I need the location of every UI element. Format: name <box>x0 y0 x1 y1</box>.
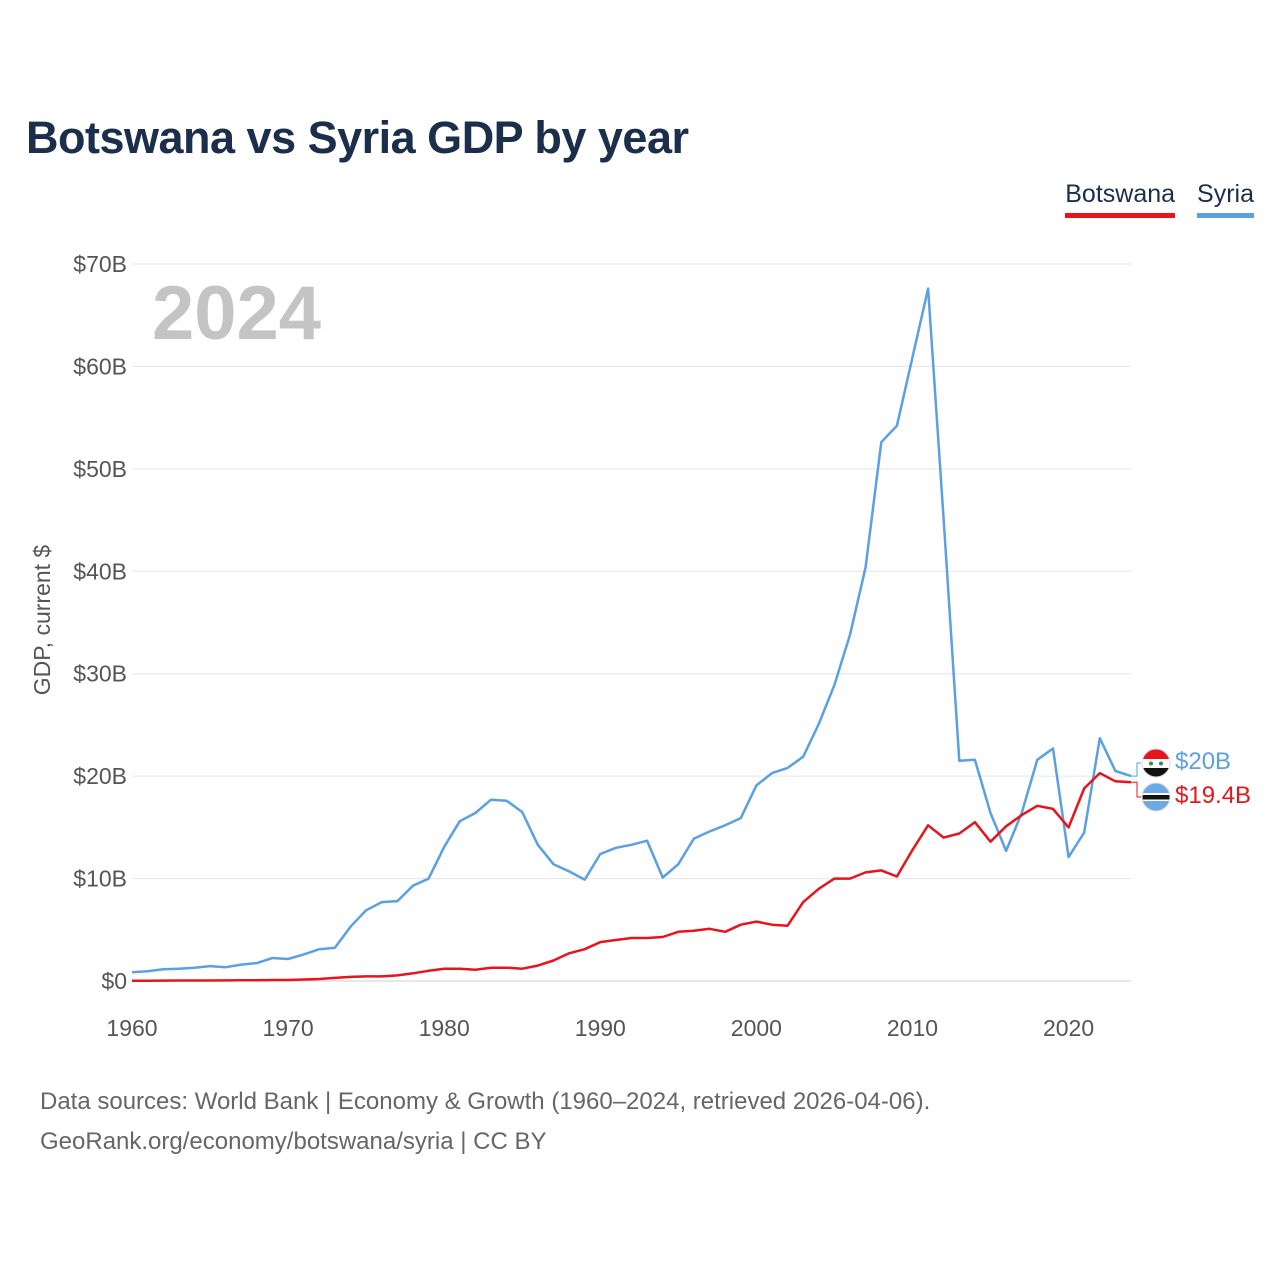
series-end-labels: $19.4B $20B <box>1131 748 1251 812</box>
y-tick-label: $10B <box>73 866 127 892</box>
legend: Botswana Syria <box>1065 180 1254 218</box>
syria-flag-icon <box>1141 748 1171 778</box>
y-tick-label: $20B <box>73 763 127 789</box>
y-axis-label: GDP, current $ <box>29 545 55 696</box>
end-connector <box>1131 762 1141 777</box>
chart-title: Botswana vs Syria GDP by year <box>26 112 689 163</box>
footer-link[interactable]: GeoRank.org/economy/botswana/syria | CC … <box>40 1128 547 1155</box>
series-line-syria[interactable] <box>131 287 1132 974</box>
series-line-botswana[interactable] <box>132 771 1132 982</box>
legend-item-syria[interactable]: Syria <box>1197 180 1254 218</box>
footer-sources: Data sources: World Bank | Economy & Gro… <box>40 1088 931 1115</box>
legend-item-botswana[interactable]: Botswana <box>1065 180 1176 218</box>
y-tick-label: $0 <box>101 968 127 994</box>
y-axis-ticks: $0 $10B $20B $30B $40B $50B $60B $70B <box>73 251 127 994</box>
x-tick-label: 1960 <box>106 1015 157 1041</box>
x-axis-ticks: 1960 1970 1980 1990 2000 2010 2020 <box>106 1015 1094 1041</box>
x-tick-label: 2010 <box>887 1015 938 1041</box>
x-tick-label: 2020 <box>1043 1015 1094 1041</box>
x-tick-label: 2000 <box>731 1015 782 1041</box>
y-tick-label: $40B <box>73 558 127 584</box>
y-tick-label: $30B <box>73 661 127 687</box>
series-lines <box>131 287 1132 982</box>
y-tick-label: $60B <box>73 353 127 379</box>
botswana-flag-icon <box>1141 782 1171 812</box>
year-label: 2024 <box>152 271 321 356</box>
x-tick-label: 1970 <box>263 1015 314 1041</box>
x-tick-label: 1990 <box>575 1015 626 1041</box>
x-tick-label: 1980 <box>419 1015 470 1041</box>
end-label-syria: $20B <box>1175 748 1231 775</box>
footer: Data sources: World Bank | Economy & Gro… <box>40 1082 930 1162</box>
end-label-botswana: $19.4B <box>1175 782 1251 809</box>
y-tick-label: $70B <box>73 251 127 277</box>
end-connector <box>1131 781 1141 798</box>
gridlines <box>132 263 1131 982</box>
y-tick-label: $50B <box>73 456 127 482</box>
